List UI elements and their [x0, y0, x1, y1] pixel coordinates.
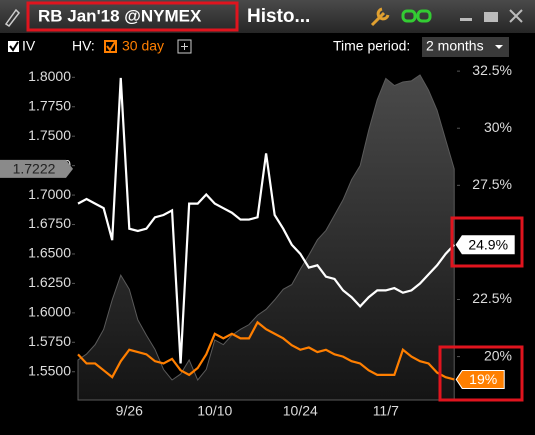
y2-tick-label: 22.5%: [472, 290, 512, 306]
iv-label: IV: [22, 38, 36, 54]
tab-title[interactable]: Histo...: [247, 6, 310, 27]
y-tick-label: 1.8000: [28, 68, 71, 84]
highlight-box: [26, 1, 239, 32]
period-label: Time period:: [333, 38, 410, 54]
y2-tick-label: 20%: [484, 347, 512, 363]
hv-checkbox[interactable]: [104, 40, 117, 53]
symbol-title[interactable]: RB Jan'18 @NYMEX: [38, 6, 202, 25]
hv-label: HV:: [72, 38, 95, 54]
value-label: 1.7222: [13, 161, 56, 177]
y-tick-label: 1.7000: [28, 186, 71, 202]
y2-tick-label: 30%: [484, 119, 512, 135]
period-value[interactable]: 2 months: [426, 38, 484, 54]
y2-tick-label: 32.5%: [472, 62, 512, 78]
maximize-button[interactable]: [484, 12, 498, 22]
title-bar: [0, 0, 535, 33]
highlight-box: [450, 216, 524, 268]
value-label: 24.9%: [468, 236, 508, 252]
y-tick-label: 1.6500: [28, 245, 71, 261]
value-label-box: [455, 235, 515, 255]
y-tick-label: 1.6000: [28, 304, 71, 320]
x-tick-label: 10/24: [283, 403, 318, 419]
y-tick-label: 1.5500: [28, 362, 71, 378]
y-tick-label: 1.7500: [28, 127, 71, 143]
x-tick-label: 11/7: [373, 403, 399, 419]
hv-period[interactable]: 30 day: [122, 38, 164, 54]
y-tick-label: 1.6750: [28, 215, 71, 231]
chart: 1.80001.77501.75001.72501.70001.67501.65…: [0, 62, 515, 419]
add-button[interactable]: [177, 39, 192, 54]
price-area: [77, 74, 455, 401]
series-line: [77, 77, 456, 364]
settings-icon[interactable]: [370, 7, 390, 27]
highlight-box: [438, 345, 524, 402]
y-tick-label: 1.5750: [28, 333, 71, 349]
minimize-button[interactable]: [460, 18, 472, 21]
period-dropdown[interactable]: [422, 37, 509, 57]
iv-checkbox[interactable]: [8, 41, 19, 52]
link-icon[interactable]: [401, 9, 432, 23]
edit-icon[interactable]: [4, 8, 20, 28]
y-tick-label: 1.7750: [28, 97, 71, 113]
check: [9, 41, 19, 52]
y2-tick-label: 27.5%: [472, 176, 512, 192]
series-line: [77, 320, 455, 381]
value-label-box: [455, 369, 505, 389]
value-label-box: [0, 159, 73, 178]
close-button[interactable]: [509, 9, 523, 23]
dropdown-arrow: [495, 45, 503, 49]
value-label: 19%: [469, 371, 497, 387]
x-tick-label: 9/26: [116, 403, 143, 419]
check: [106, 41, 116, 52]
x-tick-label: 10/10: [197, 403, 232, 419]
y-tick-label: 1.6250: [28, 274, 71, 290]
plus: [181, 43, 188, 50]
